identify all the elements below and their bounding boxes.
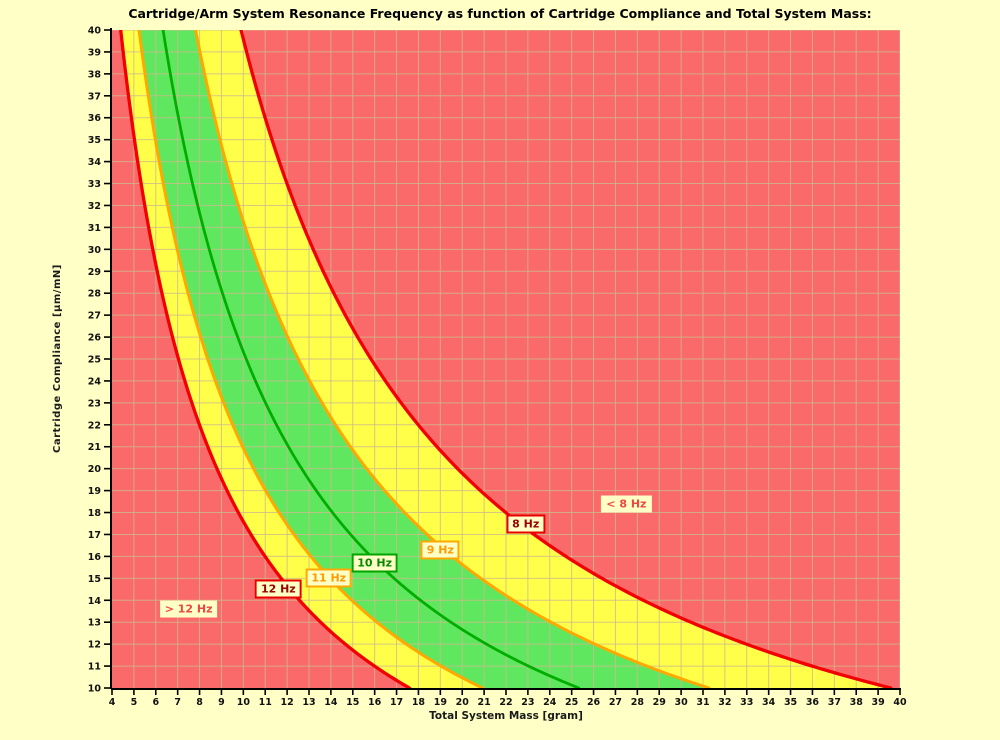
svg-text:26: 26 [587, 697, 601, 708]
svg-text:24: 24 [543, 697, 557, 708]
svg-text:7: 7 [174, 697, 181, 708]
svg-text:34: 34 [762, 697, 776, 708]
curve-label-10hz: 10 Hz [351, 553, 399, 573]
svg-text:15: 15 [88, 574, 101, 585]
svg-text:6: 6 [152, 697, 159, 708]
svg-text:17: 17 [88, 530, 101, 541]
svg-text:5: 5 [131, 697, 138, 708]
svg-text:36: 36 [806, 697, 820, 708]
svg-text:13: 13 [88, 618, 101, 629]
svg-text:38: 38 [88, 69, 102, 80]
curve-label-11hz: 11 Hz [305, 568, 353, 588]
svg-text:40: 40 [893, 697, 907, 708]
tick-labels: 4 5 6 7 8 9 10 11 12 13 14 15 16 17 18 19 20 21 22 23 24 25 26… [88, 26, 907, 709]
svg-text:35: 35 [88, 135, 101, 146]
svg-text:8: 8 [196, 697, 203, 708]
svg-text:30: 30 [674, 697, 688, 708]
svg-text:36: 36 [88, 113, 102, 124]
svg-text:10: 10 [237, 697, 251, 708]
region-label-lt-8hz: < 8 Hz [601, 495, 652, 513]
svg-text:14: 14 [88, 596, 102, 607]
svg-text:24: 24 [88, 376, 102, 387]
svg-text:26: 26 [88, 333, 102, 344]
svg-text:22: 22 [499, 697, 512, 708]
chart-title: Cartridge/Arm System Resonance Frequency… [128, 6, 872, 21]
svg-text:27: 27 [609, 697, 622, 708]
region-label-gt-12hz: > 12 Hz [159, 600, 218, 618]
svg-text:18: 18 [412, 697, 426, 708]
svg-text:33: 33 [740, 697, 753, 708]
tick-marks [104, 29, 901, 695]
svg-text:23: 23 [521, 697, 534, 708]
svg-text:29: 29 [653, 697, 666, 708]
svg-text:25: 25 [565, 697, 578, 708]
svg-text:11: 11 [88, 662, 101, 673]
svg-text:33: 33 [88, 179, 101, 190]
svg-text:31: 31 [88, 223, 101, 234]
svg-text:25: 25 [88, 355, 101, 366]
svg-text:19: 19 [88, 486, 101, 497]
svg-text:14: 14 [324, 697, 338, 708]
svg-text:12: 12 [280, 697, 293, 708]
svg-text:32: 32 [718, 697, 731, 708]
svg-text:20: 20 [456, 697, 470, 708]
curve-label-12hz: 12 Hz [254, 579, 302, 599]
svg-text:4: 4 [109, 697, 116, 708]
svg-text:38: 38 [850, 697, 864, 708]
svg-text:16: 16 [88, 552, 102, 563]
svg-text:37: 37 [88, 91, 101, 102]
x-axis-label: Total System Mass [gram] [429, 710, 583, 722]
svg-text:31: 31 [696, 697, 709, 708]
svg-text:32: 32 [88, 201, 101, 212]
svg-text:20: 20 [88, 464, 102, 475]
svg-text:27: 27 [88, 311, 101, 322]
svg-text:9: 9 [218, 697, 225, 708]
svg-text:21: 21 [477, 697, 490, 708]
svg-text:37: 37 [828, 697, 841, 708]
svg-text:28: 28 [631, 697, 645, 708]
grid-lines [112, 30, 900, 688]
curve-8hz [239, 30, 893, 688]
svg-text:13: 13 [302, 697, 315, 708]
svg-text:17: 17 [390, 697, 403, 708]
curve-label-8hz: 8 Hz [506, 514, 546, 533]
plot-area [112, 30, 900, 688]
svg-text:10: 10 [88, 684, 102, 695]
svg-text:22: 22 [88, 420, 101, 431]
svg-text:19: 19 [434, 697, 447, 708]
svg-text:39: 39 [88, 47, 101, 58]
svg-text:23: 23 [88, 398, 101, 409]
curve-11hz [137, 30, 485, 688]
svg-text:40: 40 [88, 26, 102, 37]
svg-text:35: 35 [784, 697, 797, 708]
svg-text:30: 30 [88, 245, 102, 256]
svg-text:18: 18 [88, 508, 102, 519]
svg-text:12: 12 [88, 640, 101, 651]
svg-text:39: 39 [871, 697, 884, 708]
curve-label-9hz: 9 Hz [420, 540, 460, 560]
svg-text:28: 28 [88, 289, 102, 300]
svg-text:16: 16 [368, 697, 382, 708]
curve-12hz [119, 30, 412, 688]
svg-text:34: 34 [88, 157, 102, 168]
svg-text:29: 29 [88, 267, 101, 278]
svg-text:21: 21 [88, 442, 101, 453]
svg-text:11: 11 [259, 697, 272, 708]
svg-text:15: 15 [346, 697, 359, 708]
